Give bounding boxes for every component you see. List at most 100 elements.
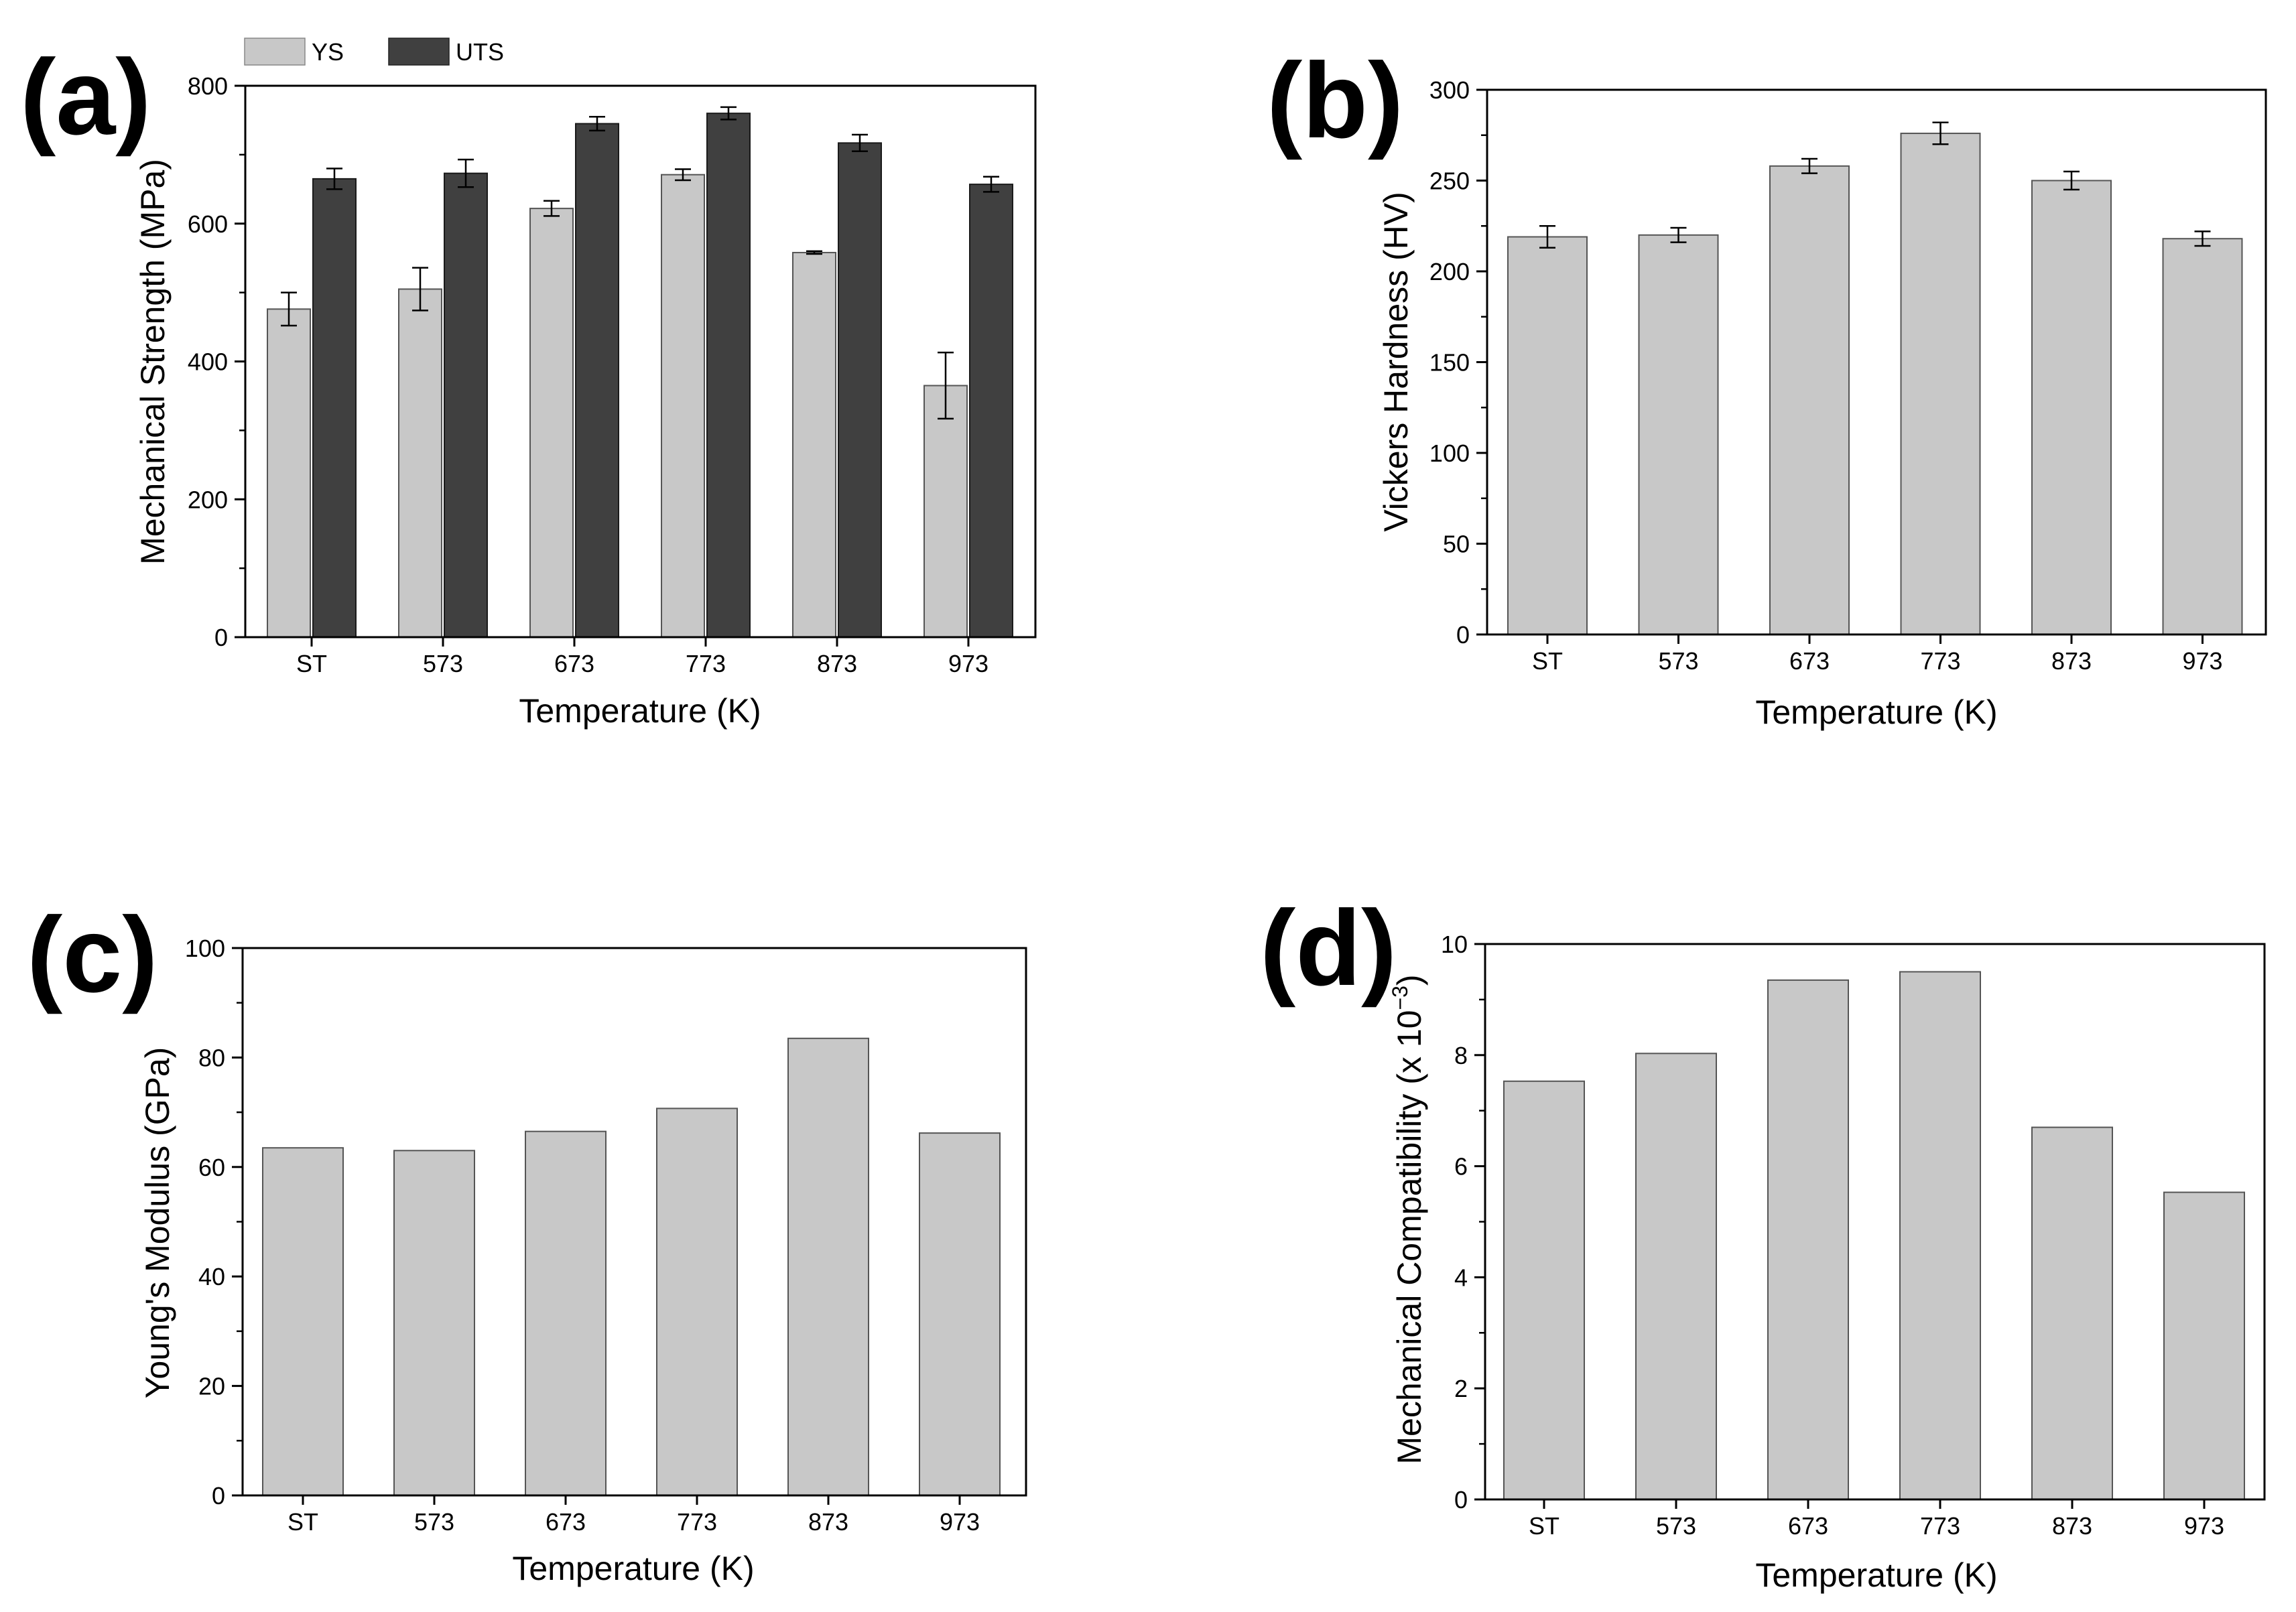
error-bar-773-uts: [720, 106, 737, 121]
x-tick-label-773: 773: [686, 650, 726, 677]
y-tick-label-0: 0: [1454, 1486, 1468, 1514]
panel-a-letter: (a): [20, 37, 151, 157]
x-tick-label-773: 773: [677, 1508, 717, 1536]
y-tick-label-150: 150: [1429, 349, 1470, 377]
panel-b-x-axis-title: Temperature (K): [1755, 693, 1997, 731]
panel-c-bars: [262, 1037, 1001, 1497]
panel-b-bars: [1507, 133, 2243, 636]
bar-873: [2031, 180, 2112, 635]
x-tick-label-573: 573: [423, 650, 463, 677]
bar-873: [2031, 1126, 2113, 1500]
panel-a-error-bars: [281, 106, 999, 420]
error-bar-573: [1670, 226, 1687, 243]
x-tick-label-ST: ST: [1532, 647, 1563, 675]
y-tick-label-600: 600: [188, 210, 228, 238]
bar-673: [1769, 165, 1850, 635]
x-tick-label-ST: ST: [296, 650, 327, 677]
x-tick-label-573: 573: [414, 1508, 454, 1536]
y-tick-label-0: 0: [212, 1482, 225, 1509]
panel-d-x-ticks: ST 573 673 773 873 973: [1529, 1499, 2224, 1540]
panel-b-y-axis-title: Vickers Hardness (HV): [1377, 192, 1415, 532]
error-bar-573-uts: [458, 158, 474, 188]
y-tick-label-4: 4: [1454, 1264, 1468, 1291]
error-bar-873-uts: [852, 133, 868, 152]
panel-a-y-axis-title: Mechanical Strength (MPa): [134, 159, 172, 565]
y-tick-label-60: 60: [198, 1154, 225, 1181]
y-tick-label-40: 40: [198, 1263, 225, 1290]
panel-c-x-ticks: ST 573 673 773 873 973: [288, 1495, 980, 1536]
x-tick-label-973: 973: [2184, 1512, 2224, 1540]
panel-b: (b) 0 50 100 150 200 250 300 ST 573 673 773 873 973…: [1267, 40, 2267, 731]
y-tick-label-100: 100: [1429, 440, 1470, 467]
panel-d-bars: [1503, 971, 2245, 1500]
panel-d-plot-frame: [1484, 943, 2266, 1501]
x-tick-label-873: 873: [817, 650, 857, 677]
y-tick-label-50: 50: [1443, 531, 1470, 558]
bar-ST: [1503, 1080, 1585, 1500]
panel-b-letter: (b): [1267, 40, 1403, 160]
bar-973: [2163, 1191, 2245, 1500]
panel-a-legend: YS UTS: [244, 38, 504, 66]
panel-c-plot-frame: [241, 947, 1027, 1497]
bar-673-ys: [529, 208, 574, 638]
y-tick-label-10: 10: [1441, 931, 1468, 958]
panel-b-x-ticks: ST 573 673 773 873 973: [1532, 634, 2223, 675]
panel-d-letter: (d): [1260, 888, 1397, 1008]
bar-973: [919, 1132, 1001, 1496]
y-tick-label-250: 250: [1429, 167, 1470, 195]
x-tick-label-ST: ST: [1529, 1512, 1559, 1540]
x-tick-label-673: 673: [1788, 1512, 1828, 1540]
panel-a-x-ticks: ST 573 673 773 873 973: [296, 637, 988, 677]
bar-873-uts: [838, 142, 882, 639]
panel-d-y-axis-title: Mechanical Compatibility (x 10−3): [1388, 974, 1428, 1464]
bar-673-uts: [575, 123, 619, 639]
bar-ST-uts: [312, 178, 357, 639]
y-tick-label-2: 2: [1454, 1375, 1468, 1402]
error-bar-973: [2194, 230, 2211, 247]
panel-a: (a) YS UTS 0 200 400 600 800 ST 573 673 773 873 9…: [20, 37, 1037, 730]
legend-uts-label: UTS: [456, 38, 504, 66]
panel-d-y-axis-title-suffix: ): [1391, 974, 1428, 986]
bar-673: [1767, 979, 1849, 1500]
x-tick-label-973: 973: [948, 650, 988, 677]
panel-d-y-axis-title-exponent: −3: [1388, 986, 1412, 1010]
y-tick-label-8: 8: [1454, 1042, 1468, 1069]
panel-a-bars: [267, 113, 1013, 639]
y-tick-label-6: 6: [1454, 1153, 1468, 1181]
x-tick-label-973: 973: [940, 1508, 980, 1536]
error-bar-673-uts: [589, 116, 605, 132]
x-tick-label-873: 873: [808, 1508, 848, 1536]
panel-c-x-axis-title: Temperature (K): [512, 1550, 754, 1587]
bar-ST: [262, 1147, 344, 1496]
bar-773-ys: [661, 174, 705, 638]
error-bar-573-ys: [412, 267, 428, 312]
x-tick-label-573: 573: [1656, 1512, 1696, 1540]
bar-573-uts: [444, 172, 488, 638]
bar-873-ys: [792, 251, 836, 638]
bar-573: [1638, 234, 1719, 635]
error-bar-773-ys: [675, 168, 691, 182]
legend-ys-swatch: [244, 38, 306, 66]
error-bar-673: [1801, 157, 1817, 174]
legend-uts-swatch: [388, 38, 450, 66]
panel-c-y-ticks: 0 20 40 60 80 100: [185, 935, 243, 1509]
x-tick-label-973: 973: [2182, 647, 2222, 675]
panel-a-y-ticks: 0 200 400 600 800: [188, 72, 245, 651]
panel-b-y-ticks: 0 50 100 150 200 250 300: [1429, 76, 1487, 649]
x-tick-label-673: 673: [1789, 647, 1830, 675]
panel-c-y-axis-title: Young's Modulus (GPa): [139, 1047, 176, 1399]
panel-d: (d) 0 2 4 6 8 10 ST 573 673 773 873 973 Temperatur…: [1260, 888, 2266, 1594]
panel-c: (c) 0 20 40 60 80 100 ST 573 673 773 873 973 Tempe…: [27, 894, 1027, 1587]
bar-573: [1635, 1053, 1717, 1500]
bar-573: [393, 1150, 475, 1497]
x-tick-label-873: 873: [2052, 1512, 2092, 1540]
bar-ST-ys: [267, 308, 311, 638]
x-tick-label-773: 773: [1920, 647, 1960, 675]
bar-873: [787, 1037, 869, 1497]
panel-d-y-axis-title-main: Mechanical Compatibility (x 10: [1391, 1010, 1428, 1465]
y-tick-label-20: 20: [198, 1373, 225, 1400]
y-tick-label-800: 800: [188, 72, 228, 100]
error-bar-ST-ys: [281, 291, 297, 327]
y-tick-label-400: 400: [188, 348, 228, 376]
bar-973-ys: [923, 385, 968, 638]
